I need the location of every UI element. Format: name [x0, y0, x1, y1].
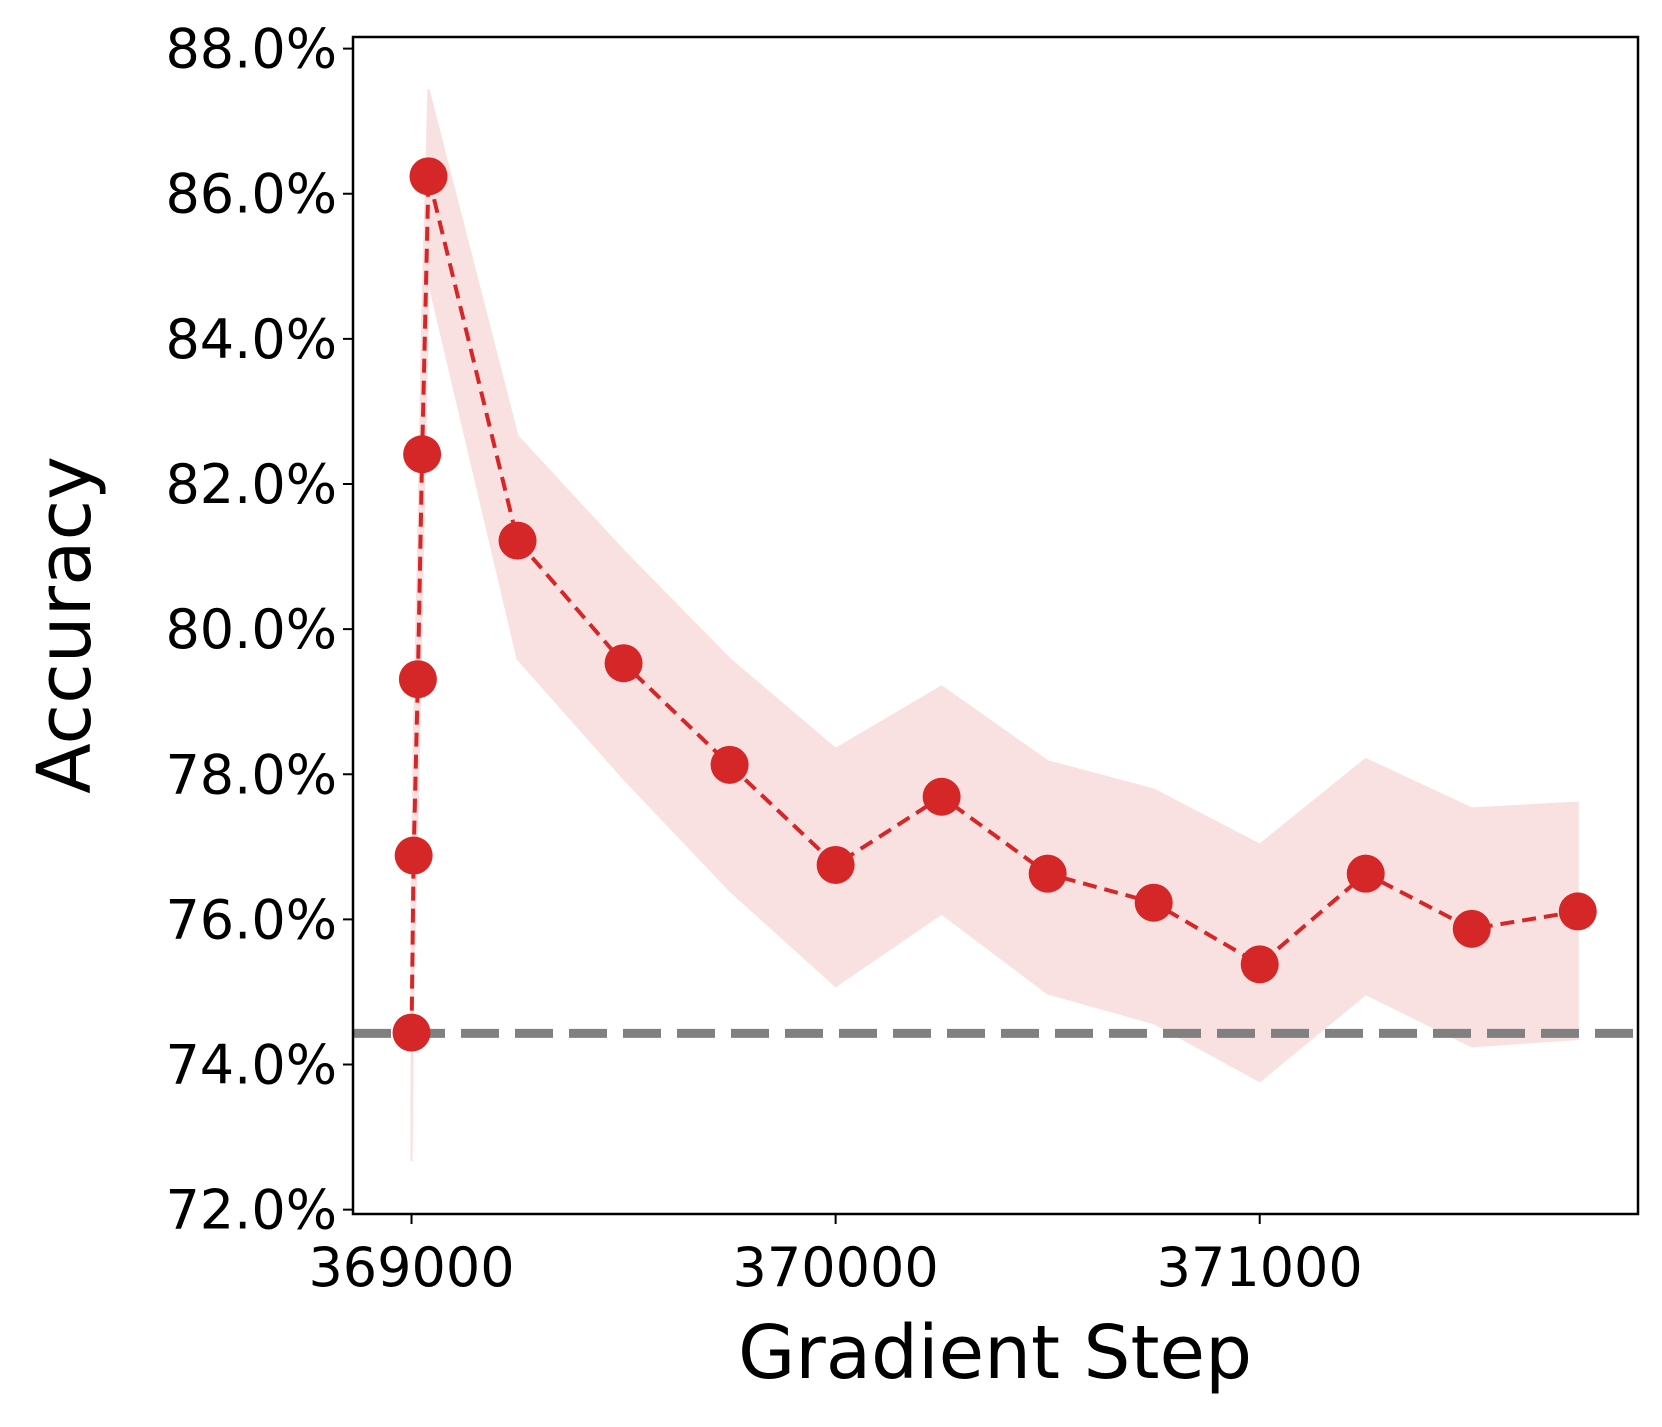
y-axis-label: Accuracy — [22, 456, 108, 794]
y-tick-label: 72.0% — [165, 1179, 337, 1242]
data-point — [403, 435, 442, 474]
data-point — [1240, 945, 1279, 984]
x-tick-label: 369000 — [308, 1236, 514, 1299]
y-tick-label: 78.0% — [165, 743, 337, 806]
data-point — [1558, 892, 1597, 931]
error-band — [410, 88, 1579, 1162]
data-point — [1346, 854, 1385, 893]
x-tick-label: 371000 — [1157, 1236, 1363, 1299]
series-line — [409, 175, 1579, 1033]
data-point — [922, 777, 961, 816]
y-tick-label: 88.0% — [165, 18, 337, 81]
y-tick-label: 84.0% — [165, 308, 337, 371]
data-point — [1028, 854, 1067, 893]
y-tick-label: 80.0% — [165, 598, 337, 661]
y-tick-label: 74.0% — [165, 1034, 337, 1097]
data-point — [604, 644, 643, 683]
y-tick-label: 86.0% — [165, 163, 337, 226]
data-point — [394, 836, 433, 875]
data-point — [710, 745, 749, 784]
data-point — [398, 660, 437, 699]
y-tick-label: 82.0% — [165, 453, 337, 516]
data-point — [409, 157, 448, 196]
data-point — [1452, 909, 1491, 948]
y-tick-label: 76.0% — [165, 888, 337, 951]
x-tick-label: 370000 — [733, 1236, 939, 1299]
data-point — [498, 521, 537, 560]
data-point — [1134, 883, 1173, 922]
data-point — [816, 845, 855, 884]
data-point — [392, 1013, 431, 1052]
plot-frame — [351, 35, 1640, 1216]
x-axis-label: Gradient Step — [738, 1310, 1252, 1396]
